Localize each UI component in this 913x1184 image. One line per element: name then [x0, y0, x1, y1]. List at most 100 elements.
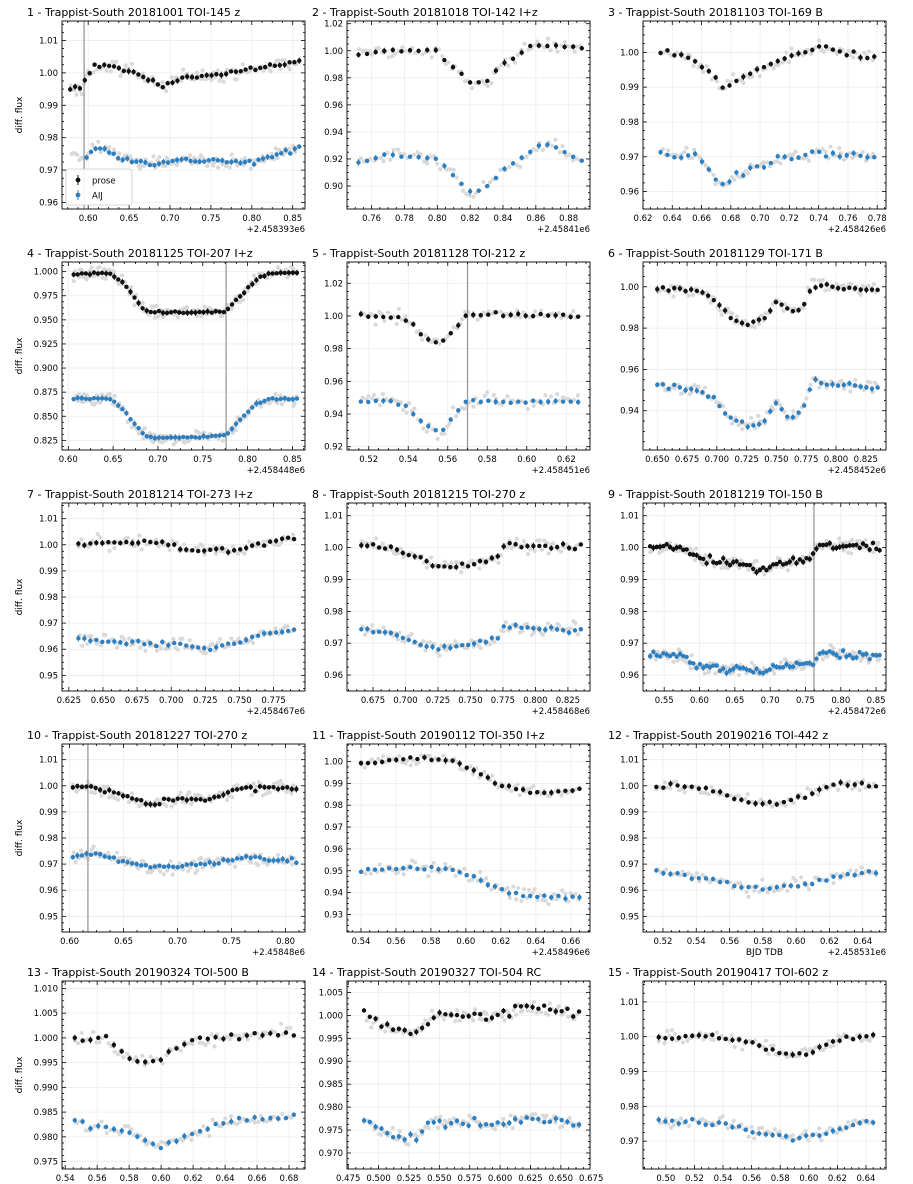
prose-point	[459, 71, 464, 76]
prose-point	[864, 543, 869, 549]
raw-point	[785, 568, 790, 573]
raw-point	[168, 859, 173, 864]
raw-point	[234, 294, 240, 299]
raw-point	[192, 859, 197, 864]
prose-point	[692, 59, 698, 64]
raw-point	[71, 278, 76, 283]
aij-point	[467, 189, 473, 194]
aij-point	[94, 637, 99, 643]
prose-point	[454, 564, 459, 570]
raw-point	[701, 69, 706, 75]
y-tick-label: 1.00	[324, 47, 343, 57]
prose-point	[824, 282, 830, 287]
raw-point	[791, 409, 796, 414]
aij-point	[129, 159, 135, 165]
prose-point	[666, 288, 671, 293]
plot-area	[658, 38, 877, 188]
x-tick-label: 0.70	[148, 455, 167, 465]
aij-point	[258, 400, 263, 405]
raw-point	[524, 621, 530, 627]
prose-point	[72, 84, 78, 89]
raw-point	[741, 80, 746, 85]
aij-point	[246, 409, 251, 415]
raw-point	[123, 63, 128, 68]
raw-point	[250, 158, 256, 163]
prose-point	[112, 274, 117, 279]
raw-point	[423, 648, 428, 653]
raw-point	[93, 400, 98, 406]
y-tick-label: 1.02	[324, 20, 343, 30]
aij-point	[172, 435, 178, 440]
prose-point	[844, 53, 849, 58]
raw-point	[118, 855, 123, 861]
prose-point	[285, 535, 291, 540]
aij-point	[844, 654, 849, 659]
raw-point	[143, 648, 148, 653]
raw-point	[290, 143, 296, 148]
raw-point	[198, 153, 204, 158]
aij-point	[734, 663, 739, 669]
raw-point	[702, 385, 707, 390]
raw-point	[512, 60, 518, 65]
aij-point	[71, 396, 76, 402]
raw-point	[180, 799, 185, 805]
aij-point	[741, 665, 746, 670]
raw-point	[574, 44, 579, 49]
prose-point	[202, 548, 207, 554]
prose-point	[292, 59, 297, 65]
x-tick-label: 0.76	[838, 214, 857, 224]
raw-point	[660, 147, 666, 152]
aij-point	[807, 387, 813, 392]
raw-point	[81, 392, 87, 397]
prose-point	[197, 309, 202, 315]
prose-point	[796, 51, 801, 56]
raw-point	[79, 537, 84, 542]
prose-point	[818, 283, 824, 288]
prose-point	[248, 65, 253, 70]
x-tick-label: 0.65	[104, 455, 123, 465]
aij-point	[154, 643, 159, 649]
prose-point	[131, 69, 136, 75]
raw-point	[380, 391, 385, 397]
raw-point	[84, 277, 89, 282]
raw-point	[728, 79, 734, 84]
prose-point	[784, 561, 789, 566]
raw-point	[180, 636, 185, 641]
raw-point	[424, 565, 429, 570]
prose-point	[869, 287, 875, 292]
x-tick-label: 0.725	[734, 455, 758, 465]
raw-point	[260, 793, 265, 798]
raw-point	[81, 274, 86, 280]
prose-point	[545, 43, 550, 49]
raw-point	[525, 552, 531, 557]
raw-point	[74, 92, 79, 97]
raw-point	[137, 533, 142, 538]
prose-point	[156, 308, 162, 314]
aij-point	[442, 644, 447, 649]
x-tick-label: 0.75	[193, 455, 212, 465]
aij-point	[495, 636, 501, 641]
raw-point	[142, 426, 147, 431]
prose-point	[448, 331, 453, 336]
raw-point	[97, 265, 102, 270]
raw-point	[562, 39, 567, 45]
aij-point	[124, 641, 129, 647]
y-tick-label: 1.00	[39, 541, 58, 551]
raw-point	[217, 790, 222, 795]
prose-point	[568, 314, 573, 320]
prose-point	[106, 539, 111, 545]
raw-point	[373, 322, 378, 327]
prose-point	[121, 68, 126, 74]
y-tick-label: 0.90	[324, 182, 343, 192]
prose-point	[760, 565, 766, 570]
aij-point	[382, 630, 388, 635]
prose-point	[813, 285, 818, 290]
raw-point	[870, 58, 875, 63]
raw-point	[394, 321, 399, 327]
raw-point	[782, 409, 787, 414]
prose-point	[747, 71, 753, 76]
prose-point	[83, 271, 89, 276]
aij-point	[178, 641, 183, 647]
prose-point	[779, 302, 784, 307]
